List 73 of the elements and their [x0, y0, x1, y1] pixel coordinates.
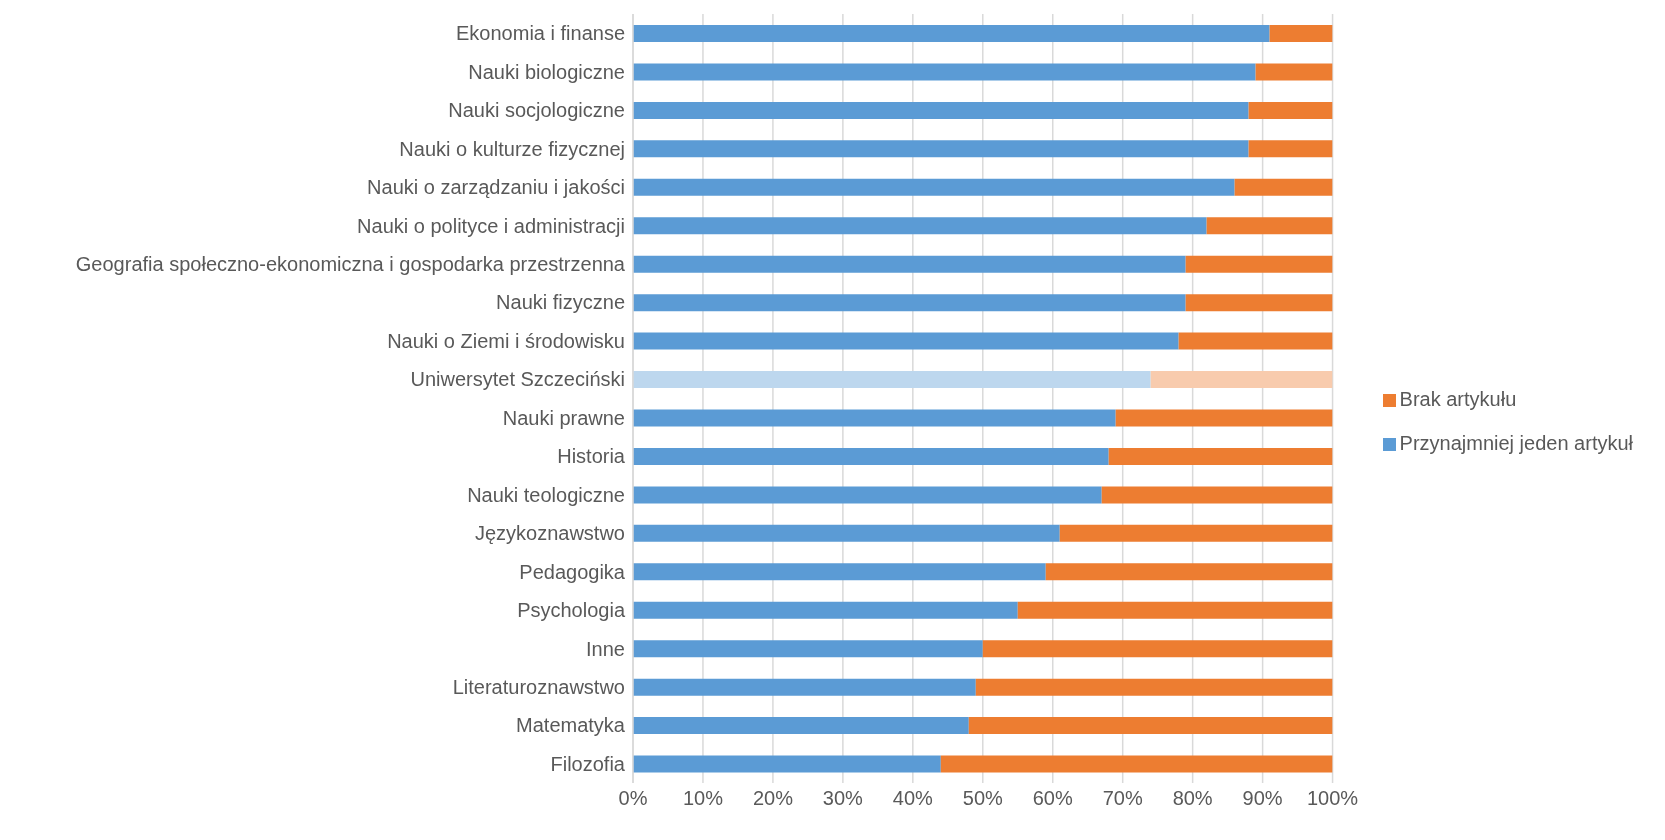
bar [968, 717, 1333, 735]
bar [633, 371, 1151, 389]
bar [1206, 217, 1333, 235]
y-tick-label: Nauki biologiczne [468, 60, 625, 83]
bar [982, 640, 1333, 658]
bar [1115, 409, 1333, 427]
y-tick-label: Inne [586, 637, 625, 660]
y-tick-label: Ekonomia i finanse [456, 22, 625, 45]
bar [1185, 255, 1333, 273]
bar [633, 255, 1186, 273]
bar [1150, 371, 1333, 389]
bar [1269, 25, 1333, 42]
y-tick-label: Nauki teologiczne [467, 483, 625, 506]
bar [633, 294, 1186, 312]
bar [633, 563, 1046, 581]
bar [633, 178, 1235, 196]
x-tick-label: 80% [1172, 787, 1213, 810]
x-tick-label: 60% [1032, 787, 1073, 810]
x-tick-label: 90% [1242, 787, 1283, 810]
bar [1108, 447, 1333, 465]
y-tick-label: Geografia społeczno-ekonomiczna i gospodarka przestrzenna [75, 253, 626, 276]
bar [1045, 563, 1333, 581]
bar [975, 678, 1333, 696]
y-tick-label: Nauki o zarządzaniu i jakości [367, 176, 625, 199]
y-tick-label: Nauki fizyczne [496, 291, 625, 314]
bar [633, 755, 941, 773]
bar [1234, 178, 1333, 196]
x-tick-label: 70% [1102, 787, 1143, 810]
bar [633, 217, 1207, 235]
y-tick-label: Nauki o polityce i administracji [357, 214, 625, 237]
legend-label: Brak artykułu [1399, 387, 1517, 410]
bar [633, 63, 1256, 81]
x-tick-label: 0% [618, 787, 648, 810]
bar [633, 140, 1249, 158]
bar [1178, 332, 1333, 350]
x-tick-label: 30% [822, 787, 864, 810]
bar [633, 447, 1109, 465]
bar [633, 601, 1018, 619]
x-tick-label: 10% [682, 787, 724, 810]
x-tick-label: 40% [892, 787, 934, 810]
bar [1248, 140, 1333, 158]
bar [633, 332, 1179, 350]
x-tick-label: 20% [752, 787, 794, 810]
y-tick-label: Pedagogika [519, 560, 626, 583]
bar [633, 409, 1116, 427]
y-tick-label: Nauki o kulturze fizycznej [399, 137, 625, 160]
y-tick-label: Literaturoznawstwo [452, 675, 625, 698]
y-tick-label: Filozofia [550, 752, 626, 775]
bar [940, 755, 1333, 773]
bar [1248, 101, 1333, 119]
y-tick-label: Historia [557, 445, 626, 468]
bar [633, 678, 976, 696]
bar [1101, 486, 1333, 504]
bar [633, 486, 1102, 504]
bar [633, 101, 1249, 119]
bar [633, 640, 983, 658]
bar [1059, 524, 1333, 542]
y-tick-label: Językoznawstwo [474, 522, 625, 545]
bar [633, 717, 969, 735]
bar [633, 524, 1060, 542]
y-tick-label: Nauki prawne [502, 406, 625, 429]
x-tick-label: 50% [962, 787, 1004, 810]
legend-label: Przynajmniej jeden artykuł [1399, 431, 1633, 454]
x-tick-label: 100% [1306, 787, 1359, 810]
bar [633, 25, 1270, 42]
y-tick-label: Uniwersytet Szczeciński [410, 368, 625, 391]
bar [1017, 601, 1333, 619]
y-tick-label: Psychologia [517, 599, 626, 622]
bar [1255, 63, 1333, 81]
y-tick-label: Nauki o Ziemi i środowisku [387, 329, 625, 352]
y-tick-label: Nauki socjologiczne [448, 99, 625, 122]
y-tick-label: Matematyka [516, 714, 626, 737]
bar [1185, 294, 1333, 312]
